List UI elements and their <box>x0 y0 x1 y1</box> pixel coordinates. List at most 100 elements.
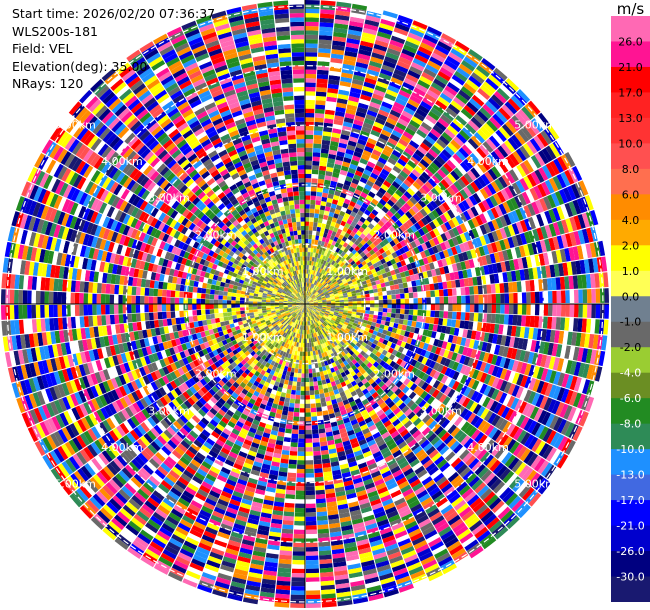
velocity-gate <box>332 168 341 174</box>
velocity-gate <box>311 309 316 313</box>
velocity-gate <box>310 403 316 409</box>
velocity-gate <box>388 280 395 286</box>
velocity-gate <box>370 381 378 389</box>
velocity-gate <box>468 259 475 269</box>
velocity-gate <box>336 238 342 244</box>
velocity-gate <box>305 230 309 235</box>
velocity-gate <box>408 309 414 315</box>
velocity-gate <box>296 386 301 391</box>
velocity-gate <box>520 362 528 375</box>
velocity-gate <box>337 178 345 185</box>
velocity-gate <box>406 219 414 228</box>
velocity-gate <box>496 262 503 273</box>
velocity-gate <box>577 362 586 378</box>
velocity-gate <box>308 306 313 309</box>
velocity-gate <box>445 468 457 479</box>
velocity-gate <box>400 341 407 348</box>
velocity-gate <box>441 325 447 334</box>
velocity-gate <box>346 325 352 330</box>
velocity-gate <box>305 43 318 49</box>
velocity-gate <box>483 156 495 169</box>
velocity-gate <box>499 283 505 294</box>
velocity-gate <box>347 310 353 314</box>
velocity-gate <box>341 72 353 79</box>
velocity-gate <box>347 270 353 276</box>
velocity-gate <box>309 381 314 387</box>
velocity-gate <box>487 294 492 304</box>
velocity-gate <box>528 492 542 507</box>
velocity-gate <box>464 123 477 135</box>
velocity-gate <box>380 320 386 326</box>
velocity-gate <box>487 168 498 181</box>
velocity-gate <box>523 159 534 173</box>
velocity-gate <box>412 315 418 322</box>
velocity-gate <box>480 125 492 138</box>
velocity-gate <box>496 484 509 497</box>
velocity-gate <box>529 138 542 152</box>
velocity-gate <box>322 232 328 238</box>
velocity-gate <box>378 337 385 344</box>
velocity-gate <box>375 279 381 285</box>
velocity-gate <box>336 182 344 189</box>
velocity-gate <box>474 266 481 277</box>
velocity-gate <box>519 326 526 338</box>
velocity-gate <box>544 355 552 369</box>
velocity-gate <box>394 177 403 186</box>
velocity-gate <box>467 219 476 230</box>
velocity-gate <box>325 284 330 289</box>
velocity-gate <box>507 224 516 237</box>
velocity-gate <box>398 138 409 148</box>
velocity-gate <box>385 242 393 250</box>
velocity-gate <box>312 376 318 382</box>
velocity-gate <box>425 462 437 473</box>
velocity-gate <box>478 304 484 313</box>
velocity-gate <box>329 327 335 332</box>
velocity-gate <box>309 311 313 315</box>
velocity-gate <box>490 313 496 324</box>
velocity-gate <box>339 240 345 246</box>
velocity-gate <box>514 399 524 412</box>
velocity-gate <box>382 262 389 269</box>
velocity-gate <box>332 128 342 134</box>
velocity-gate <box>305 251 308 257</box>
velocity-gate <box>320 285 325 290</box>
velocity-gate <box>478 351 486 362</box>
velocity-gate <box>538 150 549 165</box>
velocity-gate <box>305 516 317 522</box>
velocity-gate <box>462 210 472 221</box>
velocity-gate <box>328 239 334 245</box>
velocity-gate <box>483 233 491 245</box>
velocity-gate <box>305 221 310 226</box>
velocity-gate <box>370 219 378 227</box>
velocity-gate <box>360 362 367 369</box>
velocity-gate <box>343 273 349 278</box>
velocity-gate <box>345 334 351 340</box>
velocity-gate <box>412 292 418 298</box>
velocity-gate <box>470 248 477 259</box>
velocity-gate <box>417 297 423 304</box>
velocity-gate <box>305 225 309 231</box>
velocity-gate <box>310 204 316 209</box>
velocity-gate <box>543 342 550 355</box>
velocity-gate <box>336 325 342 330</box>
velocity-gate <box>404 342 411 350</box>
velocity-gate <box>545 329 552 342</box>
velocity-gate <box>320 324 325 329</box>
velocity-gate <box>305 507 316 513</box>
velocity-gate <box>337 260 343 266</box>
velocity-gate <box>410 366 418 375</box>
velocity-gate <box>534 152 546 167</box>
velocity-gate <box>409 298 414 304</box>
velocity-gate <box>544 238 552 252</box>
velocity-gate <box>355 326 361 332</box>
velocity-gate <box>387 254 394 261</box>
velocity-gate <box>578 304 583 318</box>
velocity-gate <box>380 268 386 275</box>
velocity-gate <box>395 351 402 358</box>
velocity-gate <box>440 406 450 416</box>
velocity-gate <box>357 271 363 277</box>
velocity-gate <box>527 120 540 135</box>
velocity-gate <box>385 141 396 150</box>
velocity-gate <box>308 238 312 244</box>
velocity-gate <box>310 247 314 253</box>
